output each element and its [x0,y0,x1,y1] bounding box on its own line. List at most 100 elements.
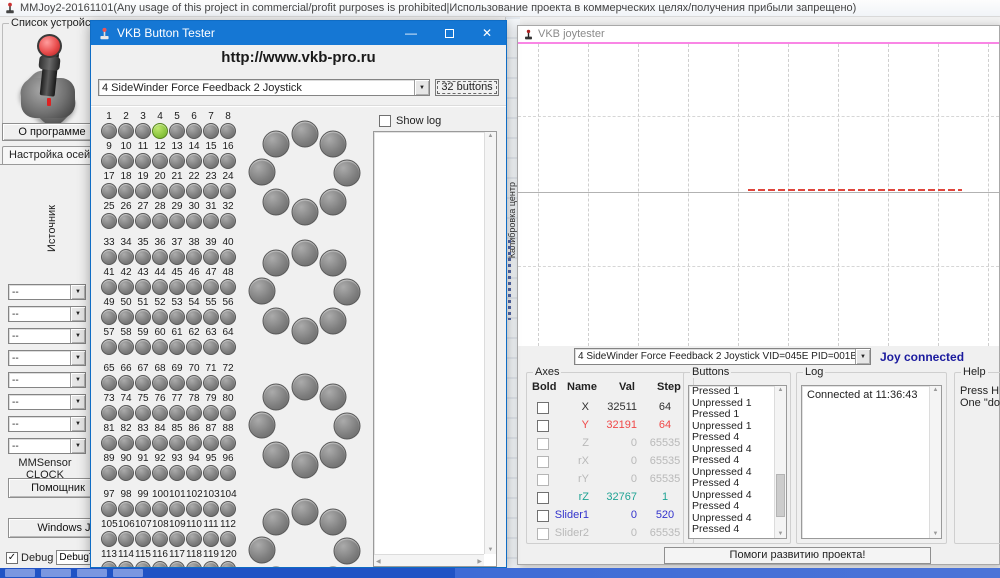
plot-vertical-gridline [738,44,739,346]
bold-checkbox-Y[interactable] [537,420,549,432]
joy-button-88 [220,435,236,451]
minimize-button[interactable]: — [405,26,417,40]
axis-source-select-4[interactable]: -- ▼ [8,350,86,366]
button-tester-log[interactable]: ▲ ▼ ◀ ▶ [373,131,497,567]
scroll-right-icon[interactable]: ▶ [477,559,482,565]
scroll-down-icon[interactable]: ▼ [932,531,939,537]
scroll-up-icon[interactable]: ▲ [487,133,494,139]
device-select[interactable]: 4 SideWinder Force Feedback 2 Joystick ▼ [98,79,430,96]
plot-vertical-gridline [638,44,639,346]
joy-button-11 [135,153,151,169]
dropdown-arrow-icon[interactable]: ▼ [70,373,85,387]
dropdown-arrow-icon[interactable]: ▼ [70,439,85,453]
joy-button-52 [152,309,168,325]
button-events-list[interactable]: Pressed 1 Unpressed 1 Pressed 1 Unpressed 1… [688,385,787,539]
joytester-device-select[interactable]: 4 SideWinder Force Feedback 2 Joystick V… [574,348,871,365]
scroll-left-icon[interactable]: ◀ [376,559,381,565]
scroll-thumb[interactable] [776,474,785,517]
buttons-group-label: Buttons [690,366,732,378]
debug-checkbox[interactable]: ✓ [6,551,18,564]
bold-checkbox-Slider2[interactable] [537,528,549,540]
button-number-label: 40 [222,237,234,248]
hat-button [291,317,319,345]
joy-button-34 [118,249,134,265]
hat-cluster-2 [248,239,361,345]
button-number-label: 59 [137,327,149,338]
dropdown-arrow-icon[interactable]: ▼ [414,80,429,95]
dropdown-arrow-icon[interactable]: ▼ [70,329,85,343]
scroll-up-icon[interactable]: ▲ [932,387,939,393]
button-number-label: 118 [186,549,202,560]
log-scrollbar[interactable]: ▲ ▼ [929,386,941,538]
bold-checkbox-Slider1[interactable] [537,510,549,522]
bold-checkbox-rX[interactable] [537,456,549,468]
dropdown-arrow-icon[interactable]: ▼ [70,395,85,409]
button-event-item: Pressed 1 [692,385,740,397]
hat-button [319,307,347,335]
bold-checkbox-rZ[interactable] [537,492,549,504]
axis-source-select-8[interactable]: -- ▼ [8,438,86,454]
show-log-checkbox[interactable] [379,115,391,127]
dropdown-arrow-icon[interactable]: ▼ [70,285,85,299]
helper-button[interactable]: Помощник [8,478,90,498]
log-horizontal-scrollbar[interactable]: ◀ ▶ [374,554,484,566]
button-tester-titlebar[interactable]: VKB Button Tester — ✕ [91,21,506,45]
tab-axes-setup[interactable]: Настройка осей [2,146,90,164]
dropdown-arrow-icon[interactable]: ▼ [70,351,85,365]
joy-button-32 [220,213,236,229]
hat-button [262,508,290,536]
windows-joy-button[interactable]: Windows Jo [8,518,90,538]
taskbar-button[interactable] [5,569,35,577]
separator [91,105,506,106]
taskbar-button[interactable] [113,569,143,577]
taskbar-button[interactable] [41,569,71,577]
dropdown-arrow-icon[interactable]: ▼ [70,417,85,431]
axes-groupbox: Axes Bold Name Val Step X 32511 64 Y 32191 64… [526,366,694,544]
joy-button-60 [152,339,168,355]
button-number-label: 28 [154,201,166,212]
button-tester-window-title: VKB Button Tester [117,26,215,40]
joy-button-85 [169,435,185,451]
button-number-label: 66 [120,363,132,374]
joy-button-18 [118,183,134,199]
button-number-label: 38 [188,237,200,248]
joy-button-22 [186,183,202,199]
taskbar-button[interactable] [77,569,107,577]
scroll-down-icon[interactable]: ▼ [487,547,494,553]
bold-checkbox-Z[interactable] [537,438,549,450]
maximize-button[interactable] [430,21,468,45]
donate-button[interactable]: Помоги развитию проекта! [664,547,931,564]
axis-source-select-5[interactable]: -- ▼ [8,372,86,388]
button-number-label: 48 [222,267,234,278]
axis-step: 65535 [649,473,681,485]
dropdown-arrow-icon[interactable]: ▼ [70,307,85,321]
button-events-scrollbar[interactable]: ▲ ▼ [774,386,786,538]
about-button[interactable]: О программе [2,123,90,141]
axis-source-select-1[interactable]: -- ▼ [8,284,86,300]
taskbar[interactable] [0,568,1000,578]
axis-source-select-2[interactable]: -- ▼ [8,306,86,322]
axis-value: 0 [630,437,637,449]
log-vertical-scrollbar[interactable]: ▲ ▼ [484,132,496,554]
scroll-down-icon[interactable]: ▼ [777,531,784,537]
debug-text-input[interactable] [56,550,90,565]
hat-button [262,130,290,158]
hat-button [319,383,347,411]
taskbar-active-button[interactable] [455,568,1000,578]
axis-row-Z: Z 0 65535 [527,437,693,453]
bold-checkbox-rY[interactable] [537,474,549,486]
dropdown-arrow-icon[interactable]: ▼ [855,349,870,364]
joy-button-56 [220,309,236,325]
joy-button-113 [101,561,117,567]
buttons-count-button[interactable]: 32 buttons [435,79,499,96]
axis-source-select-6[interactable]: -- ▼ [8,394,86,410]
close-button[interactable]: ✕ [481,26,493,40]
bold-checkbox-X[interactable] [537,402,549,414]
axis-source-select-7[interactable]: -- ▼ [8,416,86,432]
axis-source-select-3[interactable]: -- ▼ [8,328,86,344]
joy-button-15 [203,153,219,169]
scroll-up-icon[interactable]: ▲ [777,387,784,393]
button-tester-window: VKB Button Tester — ✕ http://www.vkb-pro… [90,20,507,568]
log-area[interactable]: Connected at 11:36:43 ▲ ▼ [801,385,942,539]
axes-group-label: Axes [533,366,562,378]
